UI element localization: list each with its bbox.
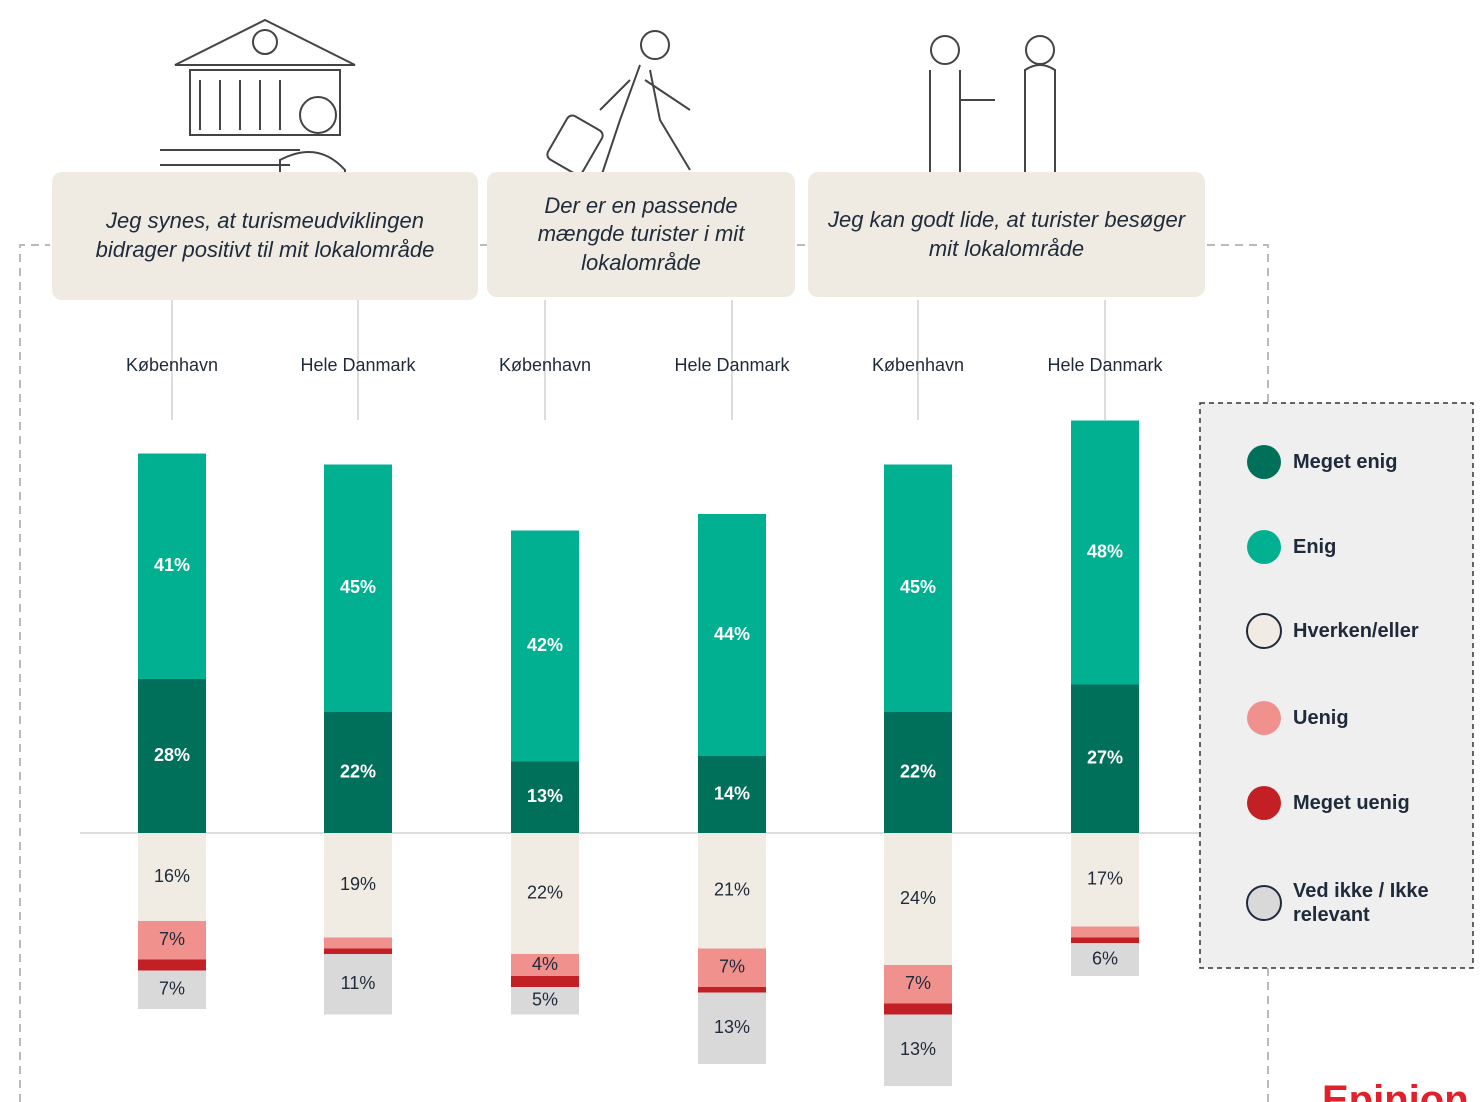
bar-segment: [138, 960, 206, 971]
category-label: Hele Danmark: [1047, 355, 1163, 375]
value-label: 27%: [1087, 748, 1123, 768]
value-label: 14%: [714, 783, 750, 803]
chart: København 28% 41% 16% 7% 7% Hele Danmark 22% 45%…: [0, 0, 1481, 1102]
category-label: København: [499, 355, 591, 375]
value-label: 48%: [1087, 541, 1123, 561]
value-label: 45%: [340, 577, 376, 597]
brand: Epinion: [1322, 1078, 1469, 1102]
legend-label: Ved ikke / Ikke relevant: [1293, 879, 1463, 927]
page: København 28% 41% 16% 7% 7% Hele Danmark 22% 45%…: [0, 0, 1481, 1102]
legend-swatch: [1247, 701, 1281, 735]
value-label: 19%: [340, 874, 376, 894]
value-label: 42%: [527, 635, 563, 655]
category-label: København: [126, 355, 218, 375]
value-label: 13%: [900, 1039, 936, 1059]
value-label: 28%: [154, 745, 190, 765]
bar-segment: [1071, 927, 1139, 938]
legend-swatch: [1247, 614, 1281, 648]
value-label: 17%: [1087, 869, 1123, 889]
value-label: 16%: [154, 866, 190, 886]
bar-segment: [884, 1004, 952, 1015]
value-label: 7%: [159, 929, 185, 949]
value-label: 44%: [714, 624, 750, 644]
value-label: 7%: [719, 957, 745, 977]
value-label: 21%: [714, 880, 750, 900]
value-label: 5%: [532, 990, 558, 1010]
value-label: 6%: [1092, 948, 1118, 968]
bar-segment: [324, 949, 392, 955]
bar-segment: [511, 976, 579, 987]
bar-segment: [324, 938, 392, 949]
legend-swatch: [1247, 886, 1281, 920]
question-header: Jeg kan godt lide, at turister besøger m…: [808, 172, 1205, 297]
value-label: 22%: [900, 761, 936, 781]
value-label: 7%: [905, 973, 931, 993]
value-label: 24%: [900, 888, 936, 908]
value-label: 13%: [714, 1017, 750, 1037]
question-header: Der er en passende mængde turister i mit…: [487, 172, 795, 297]
question-header: Jeg synes, at turismeudviklingen bidrage…: [52, 172, 478, 300]
category-label: Hele Danmark: [300, 355, 416, 375]
value-label: 45%: [900, 577, 936, 597]
legend-swatch: [1247, 786, 1281, 820]
value-label: 41%: [154, 555, 190, 575]
legend-swatch: [1247, 445, 1281, 479]
value-label: 7%: [159, 979, 185, 999]
value-label: 22%: [527, 882, 563, 902]
legend-label: Meget uenig: [1293, 791, 1463, 815]
bar-segment: [1071, 938, 1139, 944]
bar-segment: [698, 987, 766, 993]
category-label: Hele Danmark: [674, 355, 790, 375]
value-label: 22%: [340, 761, 376, 781]
legend-label: Uenig: [1293, 706, 1463, 730]
category-label: København: [872, 355, 964, 375]
value-label: 4%: [532, 954, 558, 974]
legend-swatch: [1247, 530, 1281, 564]
legend-label: Meget enig: [1293, 450, 1463, 474]
legend-label: Enig: [1293, 535, 1463, 559]
value-label: 11%: [341, 973, 376, 993]
legend-label: Hverken/eller: [1293, 619, 1463, 643]
icons: [160, 20, 1055, 185]
value-label: 13%: [527, 786, 563, 806]
